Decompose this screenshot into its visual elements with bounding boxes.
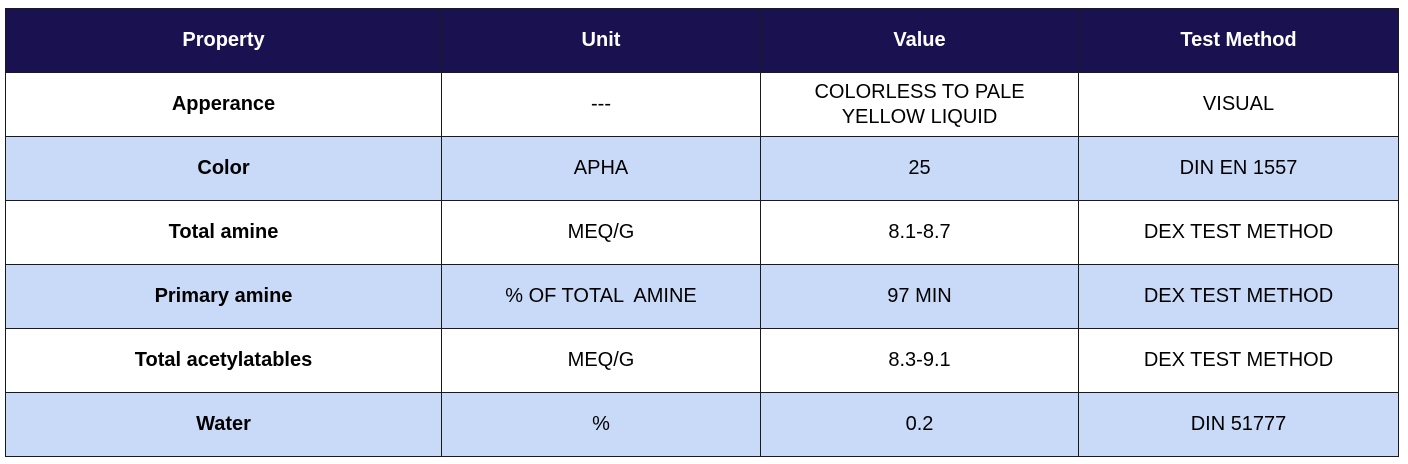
cell-property: Primary amine [5, 264, 442, 329]
table-row: Total amine MEQ/G 8.1-8.7 DEX TEST METHO… [5, 200, 1399, 265]
cell-value: 25 [760, 136, 1079, 201]
table-row: Primary amine % OF TOTAL AMINE 97 MIN DE… [5, 264, 1399, 329]
spec-table-container: Property Unit Value Test Method Apperanc… [5, 8, 1399, 457]
cell-method: DIN 51777 [1078, 392, 1399, 457]
cell-unit: APHA [441, 136, 761, 201]
cell-method: DEX TEST METHOD [1078, 200, 1399, 265]
table-row: Apperance --- COLORLESS TO PALE YELLOW L… [5, 72, 1399, 137]
cell-value-line: YELLOW LIQUID [841, 105, 998, 128]
cell-value-line: COLORLESS TO PALE [814, 80, 1025, 103]
cell-property: Color [5, 136, 442, 201]
header-value: Value [760, 8, 1079, 73]
cell-method: DEX TEST METHOD [1078, 328, 1399, 393]
cell-value: 97 MIN [760, 264, 1079, 329]
cell-unit: MEQ/G [441, 200, 761, 265]
spec-table: Property Unit Value Test Method Apperanc… [5, 8, 1399, 457]
cell-property: Apperance [5, 72, 442, 137]
header-row: Property Unit Value Test Method [5, 8, 1399, 73]
cell-value: 0.2 [760, 392, 1079, 457]
cell-property: Total amine [5, 200, 442, 265]
header-unit: Unit [441, 8, 761, 73]
table-row: Total acetylatables MEQ/G 8.3-9.1 DEX TE… [5, 328, 1399, 393]
header-test-method: Test Method [1078, 8, 1399, 73]
table-row: Water % 0.2 DIN 51777 [5, 392, 1399, 457]
cell-unit: MEQ/G [441, 328, 761, 393]
cell-method: DEX TEST METHOD [1078, 264, 1399, 329]
cell-property: Water [5, 392, 442, 457]
table-row: Color APHA 25 DIN EN 1557 [5, 136, 1399, 201]
cell-method: DIN EN 1557 [1078, 136, 1399, 201]
header-property: Property [5, 8, 442, 73]
cell-value: 8.1-8.7 [760, 200, 1079, 265]
cell-unit: --- [441, 72, 761, 137]
cell-value: 8.3-9.1 [760, 328, 1079, 393]
cell-unit: % [441, 392, 761, 457]
cell-unit: % OF TOTAL AMINE [441, 264, 761, 329]
cell-method: VISUAL [1078, 72, 1399, 137]
cell-value: COLORLESS TO PALE YELLOW LIQUID [760, 72, 1079, 137]
cell-property: Total acetylatables [5, 328, 442, 393]
